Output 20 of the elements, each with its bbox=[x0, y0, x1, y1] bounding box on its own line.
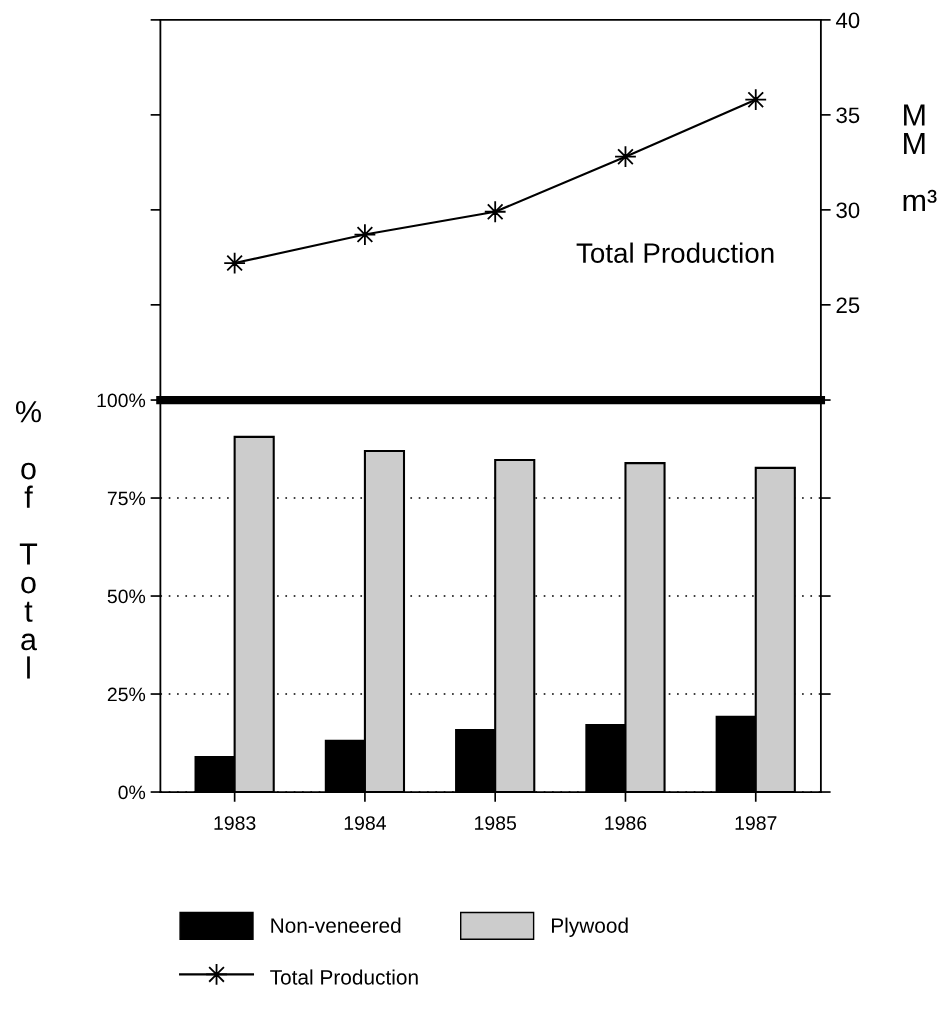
y-tick-label: 0% bbox=[118, 785, 146, 800]
legend-label: Plywood bbox=[552, 917, 628, 938]
legend-label: Non-veneered bbox=[271, 917, 401, 933]
y2-tick-label: 30 bbox=[836, 202, 860, 219]
x-tick-label: 1984 bbox=[344, 816, 386, 830]
text: % of Total bbox=[15, 400, 41, 679]
y-tick-label: 100% bbox=[97, 393, 146, 408]
y-tick-label: 25% bbox=[107, 687, 146, 702]
y2-tick-label: 35 bbox=[836, 107, 860, 124]
x-tick-label: 1986 bbox=[605, 816, 647, 830]
x-tick-label: 1983 bbox=[214, 816, 256, 830]
annotation: Total Production bbox=[576, 242, 774, 263]
y-tick-label: 75% bbox=[107, 491, 146, 506]
x-tick-label: 1985 bbox=[475, 816, 517, 830]
legend-label: Total Production bbox=[270, 969, 418, 985]
y2-tick-label: 25 bbox=[836, 297, 860, 314]
y-tick-label: 50% bbox=[107, 589, 146, 604]
x-tick-label: 1987 bbox=[735, 816, 777, 830]
y2-tick-label: 40 bbox=[835, 12, 860, 29]
y2-axis-title: MM m³ bbox=[903, 104, 937, 212]
